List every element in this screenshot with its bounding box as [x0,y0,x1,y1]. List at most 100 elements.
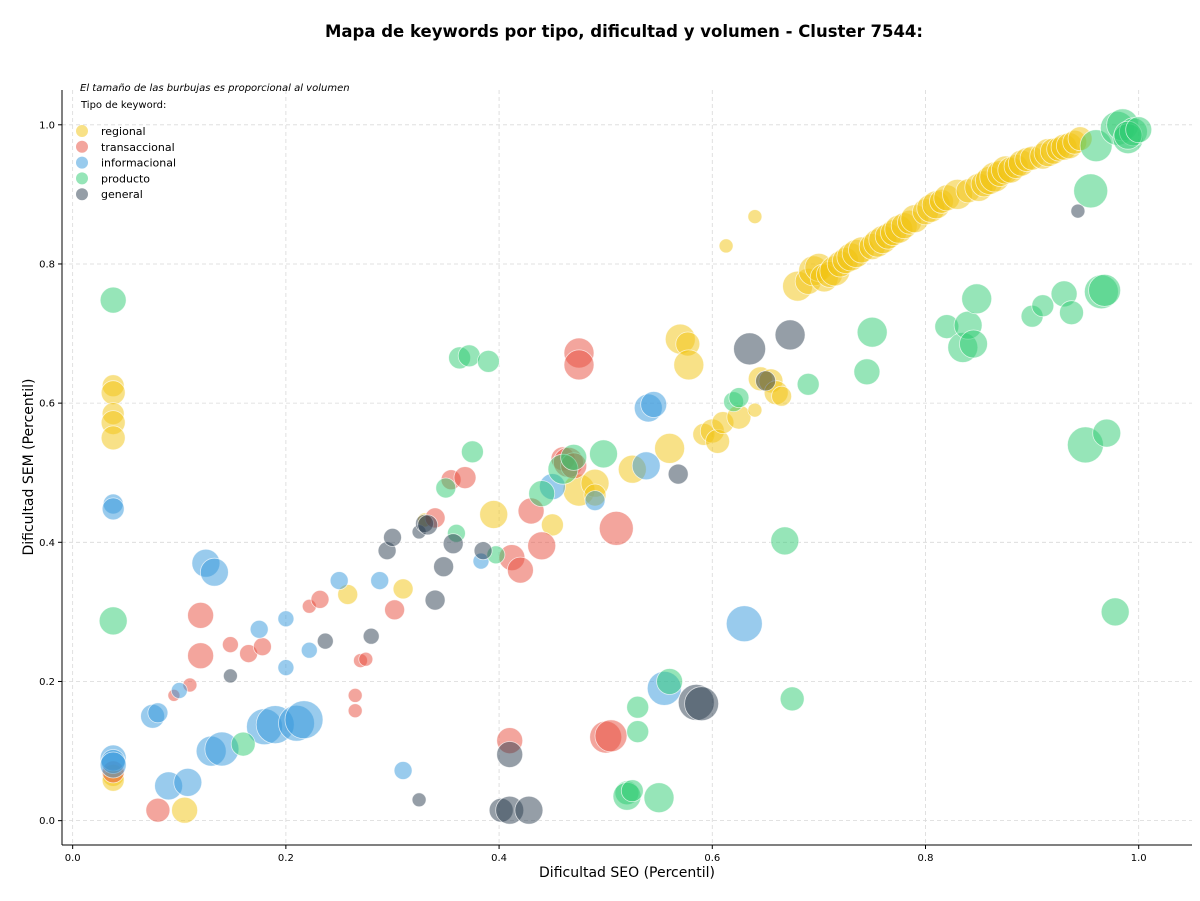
bubble-size-note: El tamaño de las burbujas es proporciona… [80,83,350,94]
bubble-producto [1125,116,1153,144]
x-tick-label: 0.0 [65,853,81,864]
bubble-general [433,556,455,578]
bubble-informacional [370,571,390,590]
axis-layer [61,90,1192,846]
bubble-producto [560,443,588,471]
bubble-regional [392,578,414,600]
bubble-general [684,686,719,722]
x-tick-label: 0.8 [918,853,934,864]
series-general [222,203,1086,825]
legend-marker-general [76,188,88,201]
bubble-producto [435,477,457,499]
y-tick-label: 0.0 [39,816,55,827]
bubble-transaccional [507,556,534,584]
bubble-general [417,514,439,536]
bubble-general [473,541,493,561]
y-tick-label: 0.4 [39,538,55,549]
x-tick-label: 0.2 [278,853,294,864]
bubble-producto [457,344,481,368]
bubble-layer [98,108,1153,825]
x-tick-label: 0.6 [704,853,720,864]
legend-label-transaccional: transaccional [101,141,175,154]
bubble-producto [856,316,888,348]
bubble-regional [541,513,564,537]
legend-marker-transaccional [76,140,88,153]
bubble-informacional [173,768,203,797]
bubble-regional [479,500,509,529]
bubble-regional [747,402,763,418]
y-tick-label: 0.2 [39,677,55,688]
y-tick-label: 0.8 [39,259,55,270]
bubble-informacional [725,605,763,643]
legend-label-producto: producto [101,172,150,185]
bubble-transaccional [252,637,272,657]
bubble-producto [1088,273,1121,307]
bubble-transaccional [384,599,406,621]
series-transaccional [101,337,634,823]
legend-marker-producto [76,172,88,185]
bubble-regional [100,380,126,406]
bubble-informacional [640,391,668,418]
bubble-general [362,627,380,645]
bubble-regional [654,432,685,464]
bubble-informacional [199,557,229,587]
bubble-general [496,741,524,768]
bubble-transaccional [187,642,215,670]
bubble-producto [476,349,500,373]
x-tick-label: 1.0 [1131,853,1147,864]
bubble-regional [171,796,199,824]
bubble-transaccional [527,531,557,561]
bubble-producto [853,358,881,386]
bubble-general [514,795,544,825]
bubble-producto [961,283,993,315]
bubble-transaccional [598,511,634,546]
bubble-informacional [329,571,349,590]
bubble-general [424,589,446,611]
x-axis-label: Dificultad SEO (Percentil) [539,865,715,881]
series-producto [98,108,1153,814]
bubble-producto [230,731,256,757]
bubble-transaccional [563,349,595,381]
bubble-producto [728,387,750,409]
legend-marker-regional [76,125,88,137]
bubble-informacional [249,619,269,639]
bubble-informacional [101,497,125,521]
bubble-general [774,319,806,351]
bubble-producto [656,668,683,695]
bubble-transaccional [310,590,330,609]
bubble-regional [771,385,792,407]
bubble-general [733,332,766,366]
chart-title: Mapa de keywords por tipo, dificultad y … [325,22,923,41]
bubble-informacional [284,700,324,740]
bubble-informacional [170,682,188,699]
bubble-producto [528,480,556,508]
legend-label-general: general [101,188,143,201]
bubble-general [667,463,689,485]
bubble-producto [99,286,127,314]
bubble-informacional [277,610,295,628]
bubble-general [316,632,334,650]
bubble-producto [626,695,650,719]
bubble-producto [1092,418,1122,448]
bubble-regional [718,238,734,254]
bubble-producto [626,720,650,743]
bubble-producto [1073,173,1109,209]
bubble-regional [673,349,705,381]
bubble-general [755,370,776,392]
bubble-producto [1031,294,1055,318]
bubble-general [411,792,427,808]
y-axis-label: Dificultad SEM (Percentil) [21,379,37,556]
bubble-general [442,533,464,555]
bubble-producto [959,329,988,359]
bubble-regional [747,209,763,225]
legend-label-informacional: informacional [101,157,176,170]
bubble-producto [643,782,675,814]
bubble-informacional [631,451,661,481]
bubble-transaccional [358,651,374,667]
bubble-transaccional [594,719,628,753]
x-tick-label: 0.4 [491,853,507,864]
tick-layer: 0.0 0.2 0.4 0.6 0.8 1.0 0.0 0.2 0.4 0.6 0.8 1.0 [39,120,1147,864]
bubble-producto [620,779,644,803]
